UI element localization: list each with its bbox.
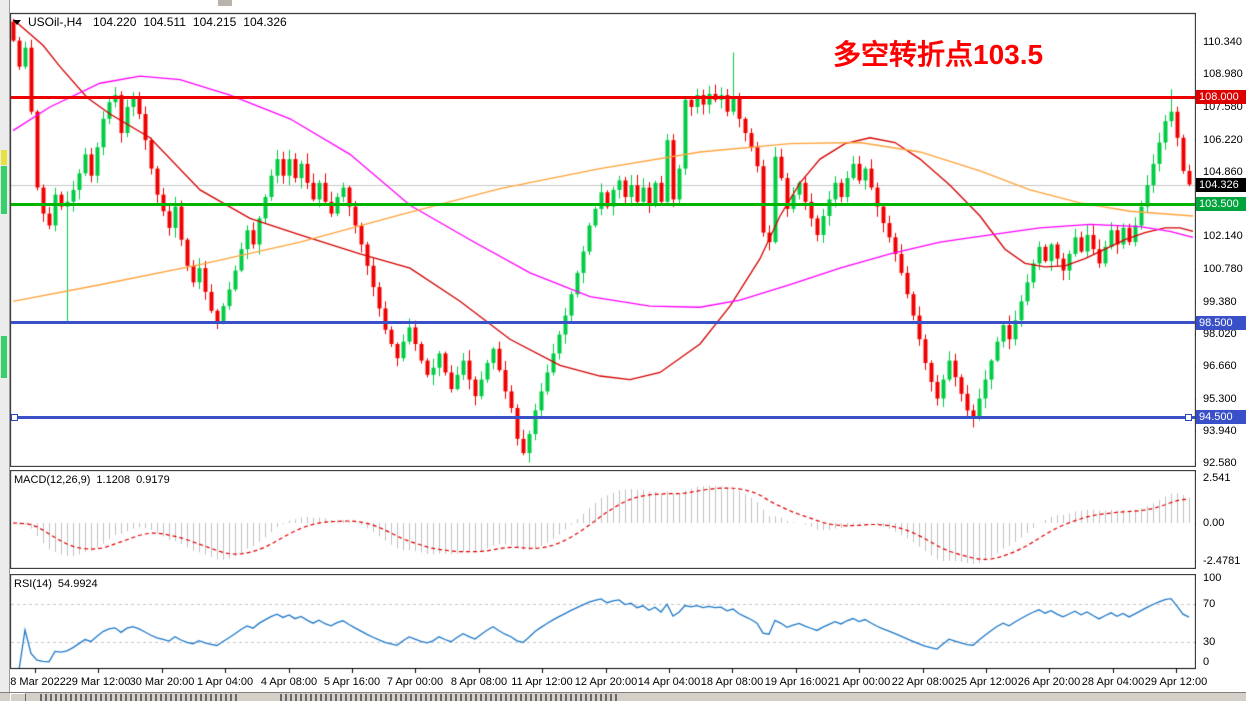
x-axis-label: 5 Apr 16:00 (323, 676, 381, 688)
price-axis-tick: 96.660 (1203, 360, 1237, 372)
x-axis-label: 1 Apr 04:00 (196, 676, 254, 688)
hline-support-98.5[interactable] (11, 321, 1195, 324)
x-axis-label: 11 Apr 12:00 (511, 676, 573, 688)
price-axis-tick: 93.940 (1203, 425, 1237, 437)
symbol-dropdown-icon[interactable] (13, 19, 21, 25)
symbol-timeframe-label: USOil-,H4 (28, 15, 83, 29)
annotation-text[interactable]: 多空转折点103.5 (833, 39, 1044, 70)
rsi-axis-tick: 30 (1203, 636, 1216, 648)
chart-title-row: USOil-,H4 104.220 104.511 104.215 104.32… (13, 15, 287, 29)
x-axis-label: 30 Mar 20:00 (129, 676, 195, 688)
x-axis-label: 19 Apr 16:00 (764, 676, 828, 688)
price-axis-tick: 108.980 (1203, 68, 1243, 80)
x-axis-label: 29 Mar 12:00 (65, 676, 131, 688)
macd-label: MACD(12,26,9) (14, 474, 91, 486)
chart-tabs-clipped[interactable] (40, 694, 240, 701)
x-axis-label: 4 Apr 08:00 (260, 676, 318, 688)
macd-axis-tick: 0.00 (1203, 517, 1225, 529)
x-axis-label: 26 Apr 20:00 (1017, 676, 1081, 688)
price-axis-tick: 99.380 (1203, 296, 1237, 308)
x-axis-label: 28 Apr 04:00 (1081, 676, 1145, 688)
strip-green-block (1, 166, 7, 214)
pane-splitter-macd[interactable] (9, 467, 1246, 470)
quote-open: 104.220 (93, 15, 137, 29)
hline-handle-left[interactable] (11, 414, 18, 421)
macd-signal-value: 0.9179 (136, 474, 170, 486)
hline-pivot-103.5[interactable] (11, 203, 1195, 206)
bottom-bar-button[interactable] (10, 693, 26, 701)
x-axis-label: 21 Apr 00:00 (827, 676, 891, 688)
left-edge-strip (0, 0, 10, 701)
x-axis-label: 29 Apr 12:00 (1144, 676, 1208, 688)
macd-label-row: MACD(12,26,9) 1.1208 0.9179 (14, 474, 170, 486)
x-axis-label: 14 Apr 04:00 (637, 676, 701, 688)
hline-support-94.5[interactable] (11, 416, 1195, 419)
quote-close: 104.326 (243, 15, 287, 29)
macd-axis-tick: -2.4781 (1203, 555, 1241, 567)
x-axis-label: 18 Apr 08:00 (700, 676, 764, 688)
price-axis-tick: 92.580 (1203, 457, 1237, 469)
price-axis-tick: 104.860 (1203, 166, 1243, 178)
strip-green-block-2 (1, 336, 7, 378)
x-axis-label: 22 Apr 08:00 (891, 676, 955, 688)
bottom-tab-bar[interactable] (0, 692, 1246, 701)
rsi-axis-tick: 70 (1203, 598, 1216, 610)
price-axis-tick: 110.340 (1203, 36, 1242, 48)
price-axis-tick: 95.300 (1203, 393, 1237, 405)
x-axis-label: 25 Apr 12:00 (954, 676, 1018, 688)
pane-splitter-rsi[interactable] (9, 569, 1246, 574)
quote-low: 104.215 (192, 15, 237, 29)
price-axis-tick: 106.220 (1203, 134, 1243, 146)
hline-resistance-108[interactable] (11, 96, 1195, 99)
price-axis-tick: 107.580 (1203, 101, 1243, 113)
window-edge-fragment (218, 0, 232, 6)
x-axis-label: 8 Apr 08:00 (450, 676, 508, 688)
price-badge-94.500: 94.500 (1196, 410, 1246, 424)
price-axis-tick: 100.780 (1203, 263, 1243, 275)
hline-handle-right[interactable] (1185, 414, 1192, 421)
x-axis-label: 7 Apr 00:00 (386, 676, 444, 688)
price-badge-104.326: 104.326 (1196, 178, 1246, 192)
price-axis-column (1196, 10, 1246, 690)
macd-value: 1.1208 (96, 474, 131, 486)
rsi-value: 54.9924 (57, 578, 98, 590)
rsi-axis-tick: 0 (1203, 656, 1210, 668)
x-axis-label: 12 Apr 20:00 (574, 676, 638, 688)
rsi-label: RSI(14) (14, 578, 52, 590)
price-badge-103.500: 103.500 (1196, 197, 1246, 211)
rsi-label-row: RSI(14) 54.9924 (14, 578, 98, 590)
price-badge-108.000: 108.000 (1196, 90, 1246, 104)
strip-yellow-block (1, 150, 7, 165)
price-axis-tick: 102.140 (1203, 230, 1243, 242)
quote-high: 104.511 (143, 15, 186, 29)
price-axis-tick: 98.020 (1203, 328, 1237, 340)
chart-tabs-clipped-2[interactable] (280, 694, 620, 701)
x-axis-label: 28 Mar 2022 (4, 676, 66, 688)
macd-axis-tick: 2.541 (1203, 472, 1231, 484)
price-badge-98.500: 98.500 (1196, 316, 1246, 330)
rsi-axis-tick: 100 (1203, 572, 1222, 584)
